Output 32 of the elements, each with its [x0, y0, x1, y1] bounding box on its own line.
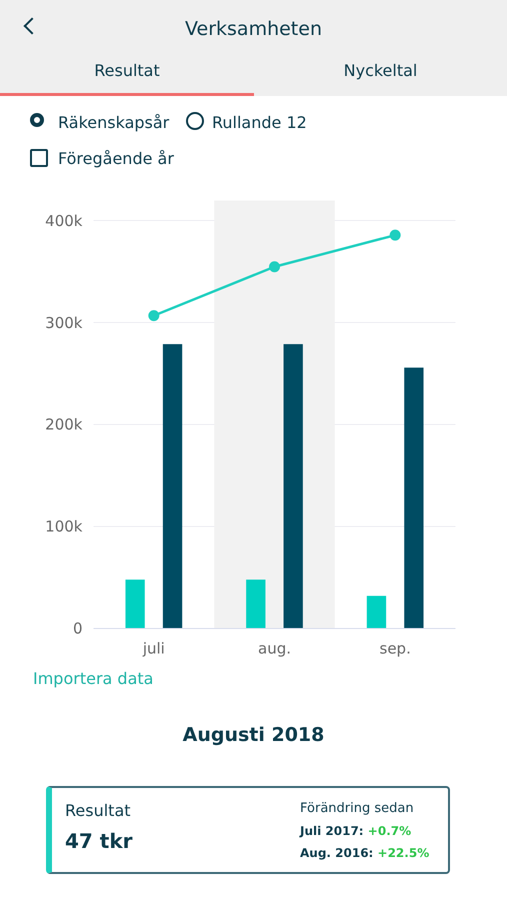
- text: Resultat: [65, 800, 131, 822]
- text: Rullande 12: [212, 112, 307, 134]
- text: Nyckeltal: [342, 60, 418, 82]
- bar: [284, 344, 303, 628]
- text: Resultat: [93, 60, 161, 82]
- bar: [162, 344, 182, 628]
- bar: [125, 580, 145, 628]
- text: Importera data: [33, 668, 154, 690]
- text: +0.7%: [368, 824, 412, 838]
- y-tick-label: 0: [72, 620, 83, 638]
- text: +22.5%: [378, 846, 430, 860]
- text: Augusti 2018: [182, 723, 326, 748]
- x-tick-label: juli: [142, 640, 165, 658]
- text: Förändring sedan: [300, 800, 414, 818]
- bar: [366, 596, 386, 628]
- point: [148, 310, 160, 322]
- y-tick-label: 100k: [45, 518, 83, 536]
- chart-title: Verksamheten: [184, 17, 323, 42]
- bar: [246, 580, 266, 628]
- text: 47 tkr: [65, 828, 133, 855]
- point: [269, 261, 280, 272]
- y-tick-label: 400k: [45, 212, 83, 230]
- y-tick-label: 300k: [45, 314, 83, 332]
- y-tick-label: 200k: [45, 416, 83, 434]
- x-tick-label: sep.: [380, 640, 411, 658]
- point: [390, 230, 401, 241]
- x-tick-label: aug.: [258, 640, 292, 658]
- text: Aug. 2016:: [300, 846, 374, 860]
- bar: [404, 368, 424, 628]
- text: Juli 2017:: [300, 824, 364, 838]
- text: Föregående år: [58, 148, 174, 170]
- text: Räkenskapsår: [58, 112, 170, 134]
